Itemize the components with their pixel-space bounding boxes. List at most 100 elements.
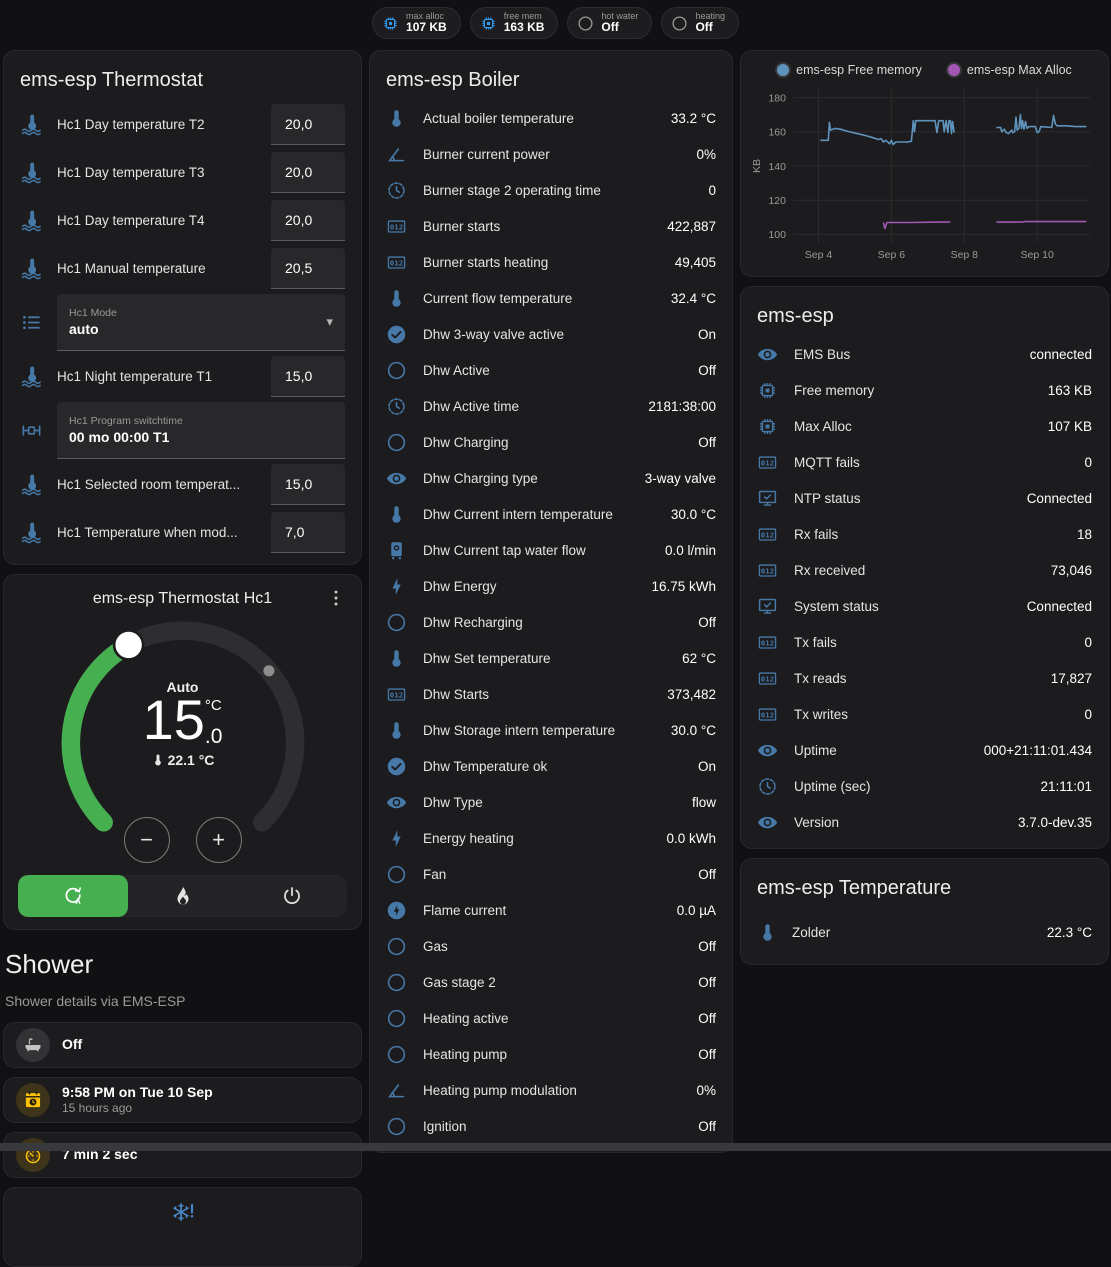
- entity-row[interactable]: Flame current 0.0 µA: [386, 892, 716, 928]
- entity-row[interactable]: Dhw Current tap water flow 0.0 l/min: [386, 532, 716, 568]
- hvac-mode-button[interactable]: [237, 875, 347, 917]
- angle-icon: [386, 144, 407, 165]
- entity-row[interactable]: 012 Rx received 73,046: [757, 552, 1092, 588]
- entity-row[interactable]: 012 Tx fails 0: [757, 624, 1092, 660]
- number-input[interactable]: 20,0: [271, 103, 345, 145]
- entity-label: Tx writes: [794, 706, 848, 722]
- thermostat-dial[interactable]: [47, 611, 319, 838]
- entity-row[interactable]: Dhw Type flow: [386, 784, 716, 820]
- entity-row[interactable]: Heating pump Off: [386, 1036, 716, 1072]
- entity-row[interactable]: Uptime (sec) 21:11:01: [757, 768, 1092, 804]
- entity-value: Off: [698, 614, 716, 630]
- chip-icon: [757, 380, 778, 401]
- number-input[interactable]: 15,0: [271, 463, 345, 505]
- badge-value: Off: [601, 20, 619, 35]
- entity-row[interactable]: Burner stage 2 operating time 0: [386, 172, 716, 208]
- entity-row[interactable]: Burner current power 0%: [386, 136, 716, 172]
- decrease-button[interactable]: −: [123, 817, 170, 863]
- entity-row[interactable]: Zolder 22.3 °C: [757, 908, 1092, 956]
- entity-value: 0: [708, 182, 716, 198]
- entity-row[interactable]: Gas Off: [386, 928, 716, 964]
- svg-text:180: 180: [768, 92, 786, 104]
- legend-item[interactable]: ems-esp Max Alloc: [947, 63, 1072, 77]
- entity-row[interactable]: Dhw Storage intern temperature 30.0 °C: [386, 712, 716, 748]
- entity-row[interactable]: Dhw Charging type 3-way valve: [386, 460, 716, 496]
- entity-row[interactable]: Dhw Temperature ok On: [386, 748, 716, 784]
- hvac-mode-button[interactable]: [128, 875, 238, 917]
- entity-row[interactable]: 012 Burner starts 422,887: [386, 208, 716, 244]
- entity-row[interactable]: Current flow temperature 32.4 °C: [386, 280, 716, 316]
- entity-row[interactable]: 012 Tx writes 0: [757, 696, 1092, 732]
- entity-row[interactable]: Actual boiler temperature 33.2 °C: [386, 100, 716, 136]
- mode-select[interactable]: Hc1 Mode auto ▾: [57, 293, 345, 351]
- entity-label: Energy heating: [423, 830, 514, 846]
- auto-mode-icon: A: [62, 885, 84, 907]
- text-input[interactable]: Hc1 Program switchtime 00 mo 00:00 T1: [57, 401, 345, 459]
- entity-row[interactable]: Dhw Active Off: [386, 352, 716, 388]
- entity-row[interactable]: Fan Off: [386, 856, 716, 892]
- entity-row[interactable]: Dhw Charging Off: [386, 424, 716, 460]
- bathtub-icon: [16, 1028, 50, 1062]
- hvac-mode-button[interactable]: A: [18, 875, 128, 917]
- entity-row[interactable]: Heating active Off: [386, 1000, 716, 1036]
- entity-row[interactable]: Max Alloc 107 KB: [757, 408, 1092, 444]
- entity-label: Burner starts: [423, 218, 501, 234]
- entity-row[interactable]: Dhw Set temperature 62 °C: [386, 640, 716, 676]
- status-badge[interactable]: hot water Off: [567, 7, 653, 39]
- card-title: ems-esp Thermostat Hc1: [92, 590, 273, 607]
- dots-vertical-icon[interactable]: [325, 587, 347, 609]
- circle-icon: [386, 864, 407, 885]
- eye-icon: [386, 792, 407, 813]
- entity-label: Dhw Energy: [423, 578, 497, 594]
- chip-icon: [480, 15, 497, 32]
- entity-row[interactable]: 012 Dhw Starts 373,482: [386, 676, 716, 712]
- tile-card[interactable]: 7 min 2 sec: [3, 1132, 362, 1178]
- entity-row[interactable]: Dhw Recharging Off: [386, 604, 716, 640]
- entity-value: 0: [1084, 706, 1092, 722]
- entity-row: Hc1 Selected room temperat... 15,0: [20, 460, 345, 508]
- entity-row[interactable]: 012 Tx reads 17,827: [757, 660, 1092, 696]
- entity-row[interactable]: 012 Burner starts heating 49,405: [386, 244, 716, 280]
- entity-row[interactable]: Heating pump modulation 0%: [386, 1072, 716, 1108]
- entity-row[interactable]: Gas stage 2 Off: [386, 964, 716, 1000]
- entity-row[interactable]: Free memory 163 KB: [757, 372, 1092, 408]
- frost-tile-card[interactable]: [3, 1187, 362, 1267]
- tile-card[interactable]: Off: [3, 1022, 362, 1068]
- entity-row[interactable]: Dhw Active time 2181:38:00: [386, 388, 716, 424]
- status-badge[interactable]: heating Off: [661, 7, 739, 39]
- circle-icon: [577, 15, 594, 32]
- status-badge[interactable]: max alloc 107 KB: [372, 7, 461, 39]
- entity-row[interactable]: 012 Rx fails 18: [757, 516, 1092, 552]
- entity-row[interactable]: Version 3.7.0-dev.35: [757, 804, 1092, 840]
- entity-row[interactable]: 012 MQTT fails 0: [757, 444, 1092, 480]
- entity-label: Dhw Type: [423, 794, 483, 810]
- entity-row[interactable]: Dhw Energy 16.75 kWh: [386, 568, 716, 604]
- number-input[interactable]: 20,5: [271, 247, 345, 289]
- number-input[interactable]: 20,0: [271, 151, 345, 193]
- number-input[interactable]: 7,0: [271, 511, 345, 553]
- entity-row[interactable]: Uptime 000+21:11:01.434: [757, 732, 1092, 768]
- entity-row[interactable]: System status Connected: [757, 588, 1092, 624]
- status-badge[interactable]: free mem 163 KB: [469, 7, 559, 39]
- entity-row[interactable]: Energy heating 0.0 kWh: [386, 820, 716, 856]
- entity-row[interactable]: NTP status Connected: [757, 480, 1092, 516]
- thermometer-icon: [386, 288, 407, 309]
- entity-row[interactable]: Dhw 3-way valve active On: [386, 316, 716, 352]
- number-input[interactable]: 20,0: [271, 199, 345, 241]
- flash-icon: [386, 828, 407, 849]
- entity-row[interactable]: Ignition Off: [386, 1108, 716, 1144]
- clock-icon: [757, 776, 778, 797]
- counter-icon: 012: [757, 560, 778, 581]
- entity-row[interactable]: Dhw Current intern temperature 30.0 °C: [386, 496, 716, 532]
- clock-icon: [386, 396, 407, 417]
- number-input[interactable]: 15,0: [271, 355, 345, 397]
- increase-button[interactable]: +: [195, 817, 242, 863]
- entity-label: Hc1 Selected room temperat...: [57, 476, 241, 492]
- entity-value: connected: [1029, 346, 1092, 362]
- legend-item[interactable]: ems-esp Free memory: [777, 63, 922, 77]
- entity-row: Hc1 Day temperature T2 20,0: [20, 100, 345, 148]
- entity-row[interactable]: EMS Bus connected: [757, 336, 1092, 372]
- tile-card[interactable]: 9:58 PM on Tue 10 Sep 15 hours ago: [3, 1077, 362, 1123]
- entity-value: 18: [1076, 526, 1092, 542]
- counter-icon: 012: [386, 252, 407, 273]
